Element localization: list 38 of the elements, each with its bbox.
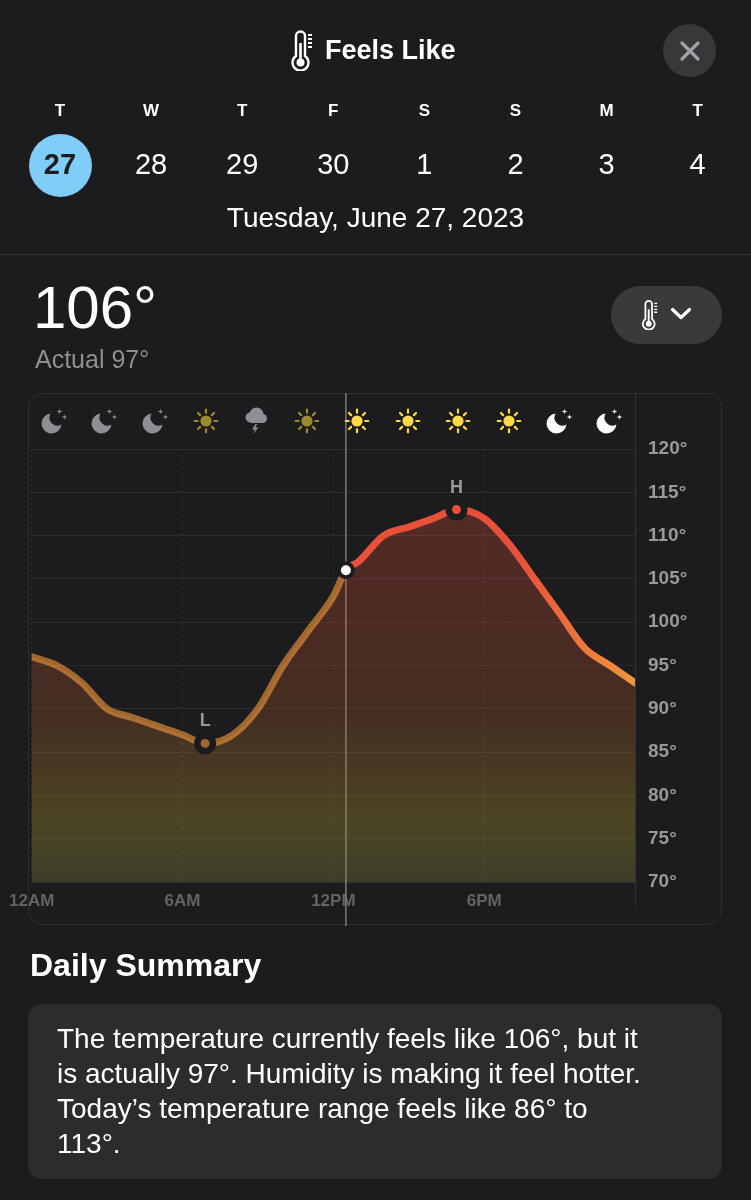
text: 29 xyxy=(226,148,259,180)
text: F xyxy=(328,101,339,120)
y-tick-label: 110° xyxy=(648,523,687,545)
text: 30 xyxy=(317,148,350,180)
text: 1 xyxy=(416,148,433,180)
text: 27 xyxy=(43,148,77,180)
text: 28 xyxy=(134,148,168,180)
text: The temperature currently feels like 106°, but it is actually 97°. Humidity is making it feel hotter. Today’s temperature range feels like 86° to 113°. xyxy=(57,1022,642,1161)
y-tick-label: 90° xyxy=(648,697,677,719)
chart-subtitle: Tuesday, June 27, 2023 xyxy=(226,201,525,233)
y-tick-label: 85° xyxy=(648,740,677,762)
annotation: L xyxy=(199,710,211,731)
y-tick-label: 120° xyxy=(648,437,688,459)
annotation: H xyxy=(450,476,464,497)
text: W xyxy=(143,101,160,120)
x-tick-label: 12AM xyxy=(8,890,55,910)
text: M xyxy=(599,101,614,120)
y-tick-label: 70° xyxy=(648,870,677,892)
y-tick-label: 95° xyxy=(648,653,677,675)
text: 2 xyxy=(507,148,524,180)
text: Daily Summary xyxy=(30,947,262,983)
x-tick-label: 6PM xyxy=(466,890,502,910)
y-tick-label: 100° xyxy=(648,610,688,632)
y-tick-label: 105° xyxy=(648,567,688,589)
text: T xyxy=(236,101,248,120)
x-tick-label: 6AM xyxy=(164,890,201,910)
text: T xyxy=(54,101,66,120)
text: 3 xyxy=(598,148,615,180)
y-tick-label: 75° xyxy=(648,826,677,848)
text: S xyxy=(418,101,431,120)
text: Actual 97° xyxy=(35,345,150,373)
y-tick-label: 80° xyxy=(648,783,677,805)
text: 106° xyxy=(33,274,158,341)
chart-title: Feels Like xyxy=(325,35,456,65)
text: S xyxy=(509,101,522,120)
text: 4 xyxy=(689,148,706,180)
text: T xyxy=(692,101,703,120)
y-tick-label: 115° xyxy=(648,480,687,502)
